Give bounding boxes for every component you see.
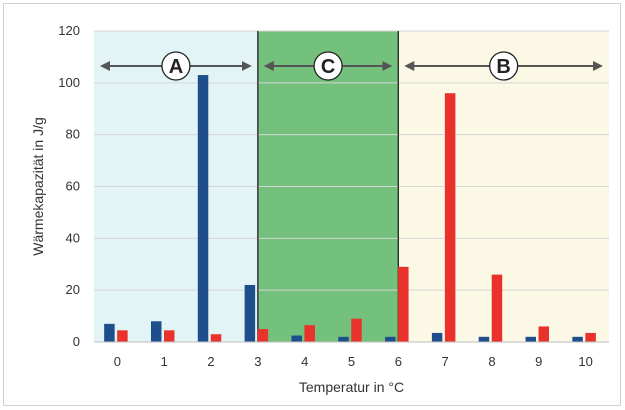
bar [525, 336, 537, 342]
bar [210, 334, 222, 342]
region-a-marker [161, 51, 191, 81]
x-tick-label: 6 [395, 354, 402, 369]
region-b-label: B [496, 56, 510, 78]
y-tick-label: 60 [66, 179, 80, 194]
x-tick-label: 4 [301, 354, 308, 369]
x-tick-label: 10 [578, 354, 592, 369]
x-tick-label: 3 [254, 354, 261, 369]
y-tick-label: 100 [58, 75, 80, 90]
x-tick-label: 7 [442, 354, 449, 369]
region-a-label: A [169, 56, 183, 78]
bar [257, 329, 269, 342]
x-tick-label: 1 [161, 354, 168, 369]
bar [491, 274, 503, 342]
bar [478, 336, 490, 342]
y-tick-label: 0 [73, 334, 80, 349]
region-b-marker [489, 51, 519, 81]
bar [444, 93, 456, 342]
region-c-marker [313, 51, 343, 81]
y-tick-label: 20 [66, 282, 80, 297]
y-tick-label: 80 [66, 127, 80, 142]
y-tick-label: 40 [66, 230, 80, 245]
bar [398, 266, 409, 342]
bar [585, 332, 596, 342]
x-axis-title: Temperatur in °C [299, 379, 404, 395]
x-tick-label: 2 [207, 354, 214, 369]
x-tick-label: 8 [488, 354, 495, 369]
bar [244, 284, 256, 342]
bar [351, 318, 362, 342]
bar [385, 336, 396, 342]
bar [338, 336, 349, 342]
bar [291, 335, 302, 342]
x-tick-label: 0 [114, 354, 121, 369]
bar [150, 321, 162, 342]
bar [572, 336, 583, 342]
bar [431, 332, 443, 342]
bar [163, 330, 175, 342]
region-c-label: C [321, 56, 335, 78]
x-tick-label: 9 [535, 354, 542, 369]
bar [197, 75, 209, 342]
y-axis-title: Wärmekapazität in J/g [30, 117, 46, 256]
y-tick-label: 120 [58, 23, 80, 38]
bar [117, 330, 128, 342]
bar [538, 326, 550, 342]
x-tick-label: 5 [348, 354, 355, 369]
bar [104, 323, 115, 342]
bar [304, 325, 315, 342]
